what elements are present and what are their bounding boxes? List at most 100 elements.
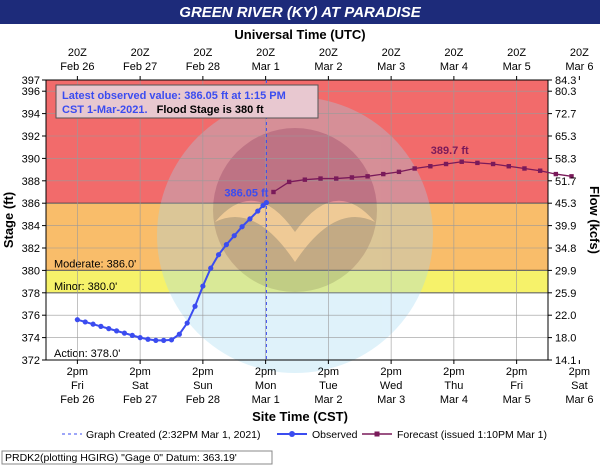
watermark-gull-icon xyxy=(215,200,375,262)
observed-point xyxy=(255,208,261,214)
observed-point xyxy=(247,216,253,222)
utc-tick-label: 20Z xyxy=(507,47,526,59)
stage-tick-label: 374 xyxy=(22,333,40,345)
forecast-crest-label: 389.7 ft xyxy=(431,145,469,157)
observed-point xyxy=(176,331,182,337)
observed-point xyxy=(208,265,214,271)
flow-tick-label: 22.0 xyxy=(555,310,576,322)
observed-point xyxy=(231,233,237,239)
chart-title: GREEN RIVER (KY) AT PARADISE xyxy=(179,4,421,21)
band-label-action: Action: 378.0' xyxy=(54,348,120,360)
forecast-point xyxy=(506,164,511,169)
site-time-tick-label: Mon xyxy=(255,380,276,392)
latest-observed-line1: Latest observed value: 386.05 ft at 1:15… xyxy=(62,90,286,102)
site-time-tick-label: Tue xyxy=(319,380,338,392)
title-band xyxy=(0,0,600,24)
stage-tick-label: 378 xyxy=(22,288,40,300)
stage-axis: 372 374 376 378 380 382 384 386 388 390 392 394 3963… xyxy=(22,75,46,367)
observed-value-label: 386.05 ft xyxy=(224,188,268,200)
legend-observed-marker xyxy=(289,431,295,437)
stage-tick-label: 376 xyxy=(22,310,40,322)
site-time-tick-label: 2pm xyxy=(129,366,150,378)
forecast-point xyxy=(537,168,543,173)
stage-tick-label: 388 xyxy=(22,176,40,188)
utc-tick-label: 20Z xyxy=(382,47,401,59)
flow-axis: 14.1 18.0 22.0 25.9 29.9 34.8 39.9 45.3 51.7 58.3… xyxy=(548,75,576,367)
x-axis-title: Site Time (CST) xyxy=(252,409,348,424)
site-time-tick-label: Feb 27 xyxy=(123,394,157,406)
flow-tick-label: 84.3 xyxy=(555,75,576,87)
series xyxy=(74,159,574,343)
flow-tick-label: 25.9 xyxy=(555,288,576,300)
observed-point xyxy=(215,252,222,258)
top-axis-title: Universal Time (UTC) xyxy=(234,27,365,42)
utc-tick-label: Mar 6 xyxy=(565,61,593,73)
legend: Graph Created (2:32PM Mar 1, 2021) Obser… xyxy=(62,429,547,441)
site-time-tick-label: 2pm xyxy=(192,366,213,378)
site-time-tick-label: 2pm xyxy=(67,366,88,378)
latest-observed-box: Latest observed value: 386.05 ft at 1:15… xyxy=(55,84,319,119)
stage-tick-label: 397 xyxy=(22,75,40,87)
flow-tick-label: 29.9 xyxy=(555,265,576,277)
observed-point xyxy=(184,320,190,326)
utc-tick-label: Feb 26 xyxy=(60,61,94,73)
forecast-point xyxy=(349,175,355,180)
observed-point xyxy=(129,332,135,338)
utc-tick-label: 20Z xyxy=(319,47,338,59)
utc-tick-label: 20Z xyxy=(444,47,463,59)
flow-tick-label: 65.3 xyxy=(555,131,576,143)
site-time-tick-label: Mar 3 xyxy=(377,394,405,406)
forecast-point xyxy=(412,166,417,171)
y2-axis-title: Flow (kcfs) xyxy=(587,186,600,254)
band-label-minor: Minor: 380.0' xyxy=(54,281,117,293)
flow-tick-label: 39.9 xyxy=(555,221,576,233)
forecast-point xyxy=(365,174,370,179)
stage-tick-label: 396 xyxy=(22,86,40,98)
band-minor xyxy=(46,270,548,293)
stage-tick-label: 386 xyxy=(22,198,40,210)
band-label-moderate: Moderate: 386.0' xyxy=(54,258,136,270)
observed-point xyxy=(145,336,151,342)
flow-tick-label: 14.1 xyxy=(555,355,576,367)
utc-axis: 20Z Feb 26 20Z Feb 27 20Z Feb 28 20Z Mar 1 20Z Ma… xyxy=(60,47,593,80)
site-time-tick-label: 2pm xyxy=(318,366,339,378)
site-time-tick-label: 2pm xyxy=(255,366,276,378)
site-time-tick-label: Fri xyxy=(71,380,84,392)
site-time-tick-label: Thu xyxy=(444,380,463,392)
latest-observed-line2: CST 1-Mar-2021. Flood Stage is 380 ft xyxy=(62,104,264,116)
flow-tick-label: 58.3 xyxy=(555,153,576,165)
site-time-tick-label: Wed xyxy=(380,380,402,392)
site-time-axis: 2pm Fri Feb 26 2pm Sat Feb 27 2pm Sun Feb 28 2pm M… xyxy=(60,360,593,406)
latest-observed-date: CST 1-Mar-2021. xyxy=(62,104,148,116)
stage-tick-label: 382 xyxy=(22,243,40,255)
site-time-tick-label: Sun xyxy=(193,380,213,392)
observed-point xyxy=(82,319,88,325)
site-time-tick-label: Mar 1 xyxy=(252,394,280,406)
forecast-point xyxy=(286,179,292,185)
legend-forecast-marker xyxy=(374,431,380,437)
observed-point xyxy=(192,303,198,309)
forecast-point xyxy=(318,176,323,181)
forecast-point xyxy=(569,174,574,179)
site-time-tick-label: Feb 26 xyxy=(60,394,94,406)
site-time-tick-label: 2pm xyxy=(506,366,527,378)
legend-observed: Observed xyxy=(312,429,358,441)
watermark-disc xyxy=(157,97,433,373)
site-time-tick-label: Sat xyxy=(571,380,588,392)
flow-tick-label: 80.3 xyxy=(555,86,576,98)
utc-tick-label: Mar 1 xyxy=(252,61,280,73)
band-moderate xyxy=(46,203,548,271)
stage-tick-label: 390 xyxy=(22,153,40,165)
site-time-tick-label: Mar 6 xyxy=(565,394,593,406)
forecast-point xyxy=(334,176,339,181)
forecast-point xyxy=(475,160,480,166)
datum-footer: PRDK2(plotting HGIRG) "Gage 0" Datum: 36… xyxy=(1,450,273,465)
utc-tick-label: 20Z xyxy=(68,47,87,59)
legend-forecast: Forecast (issued 1:10PM Mar 1) xyxy=(397,429,547,441)
datum-footer-text: PRDK2(plotting HGIRG) "Gage 0" Datum: 36… xyxy=(5,452,237,464)
forecast-point xyxy=(302,177,308,182)
forecast-point xyxy=(396,169,402,175)
forecast-line xyxy=(273,161,572,193)
flood-category-bands: Moderate: 386.0' Minor: 380.0' Action: 378… xyxy=(46,79,548,360)
